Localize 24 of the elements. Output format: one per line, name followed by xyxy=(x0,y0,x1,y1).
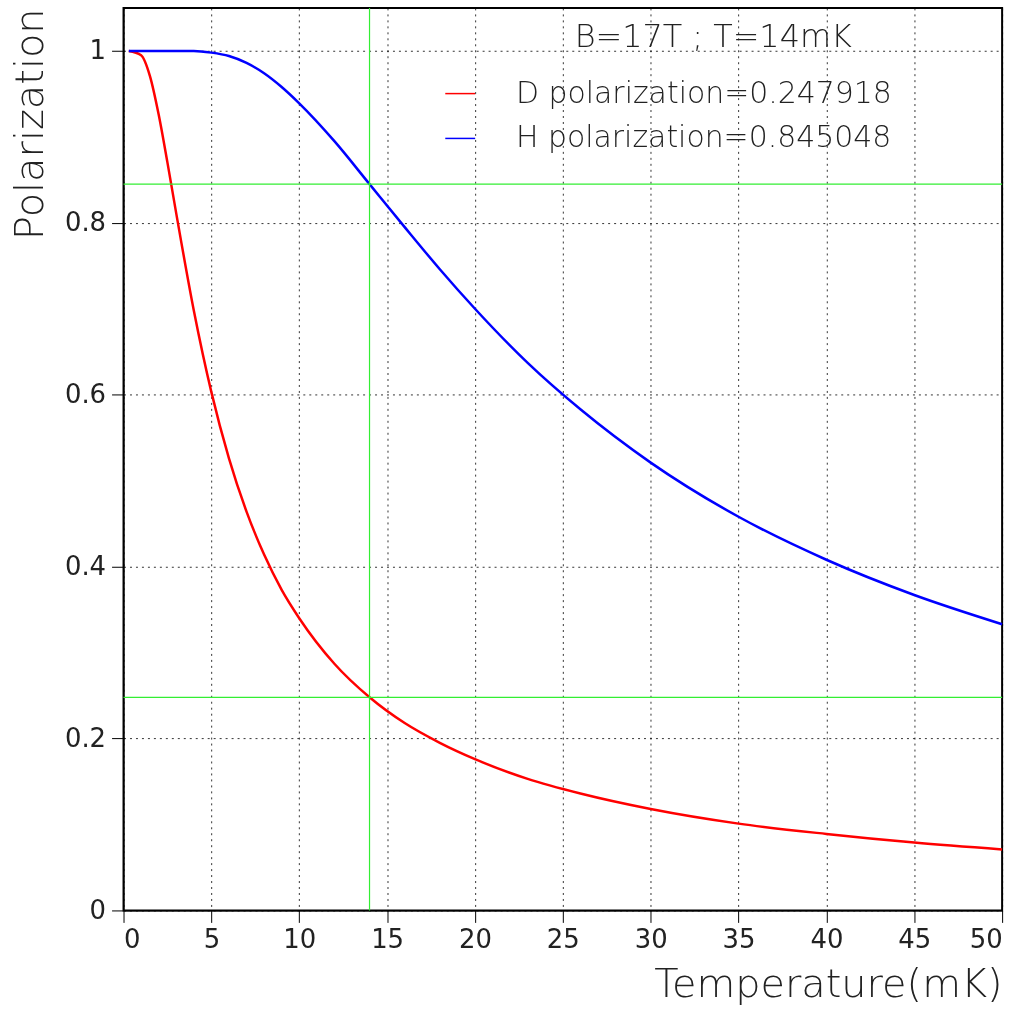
line-series xyxy=(127,49,1004,626)
x-tick-label: 45 xyxy=(898,923,932,954)
x-tick-label: 40 xyxy=(810,923,844,954)
x-tick-label: 5 xyxy=(203,923,221,954)
y-tick-label: 0.6 xyxy=(64,379,107,410)
y-tick-label: 0 xyxy=(89,894,107,925)
x-tick-label: 0 xyxy=(124,923,141,954)
x-tick-label: 20 xyxy=(458,923,492,954)
x-axis-title: Temperature(mK) xyxy=(654,959,1003,1006)
y-tick-label: 0.2 xyxy=(64,722,107,753)
legend-label: D polarization=0.247918 xyxy=(516,74,892,110)
x-tick-label: 50 xyxy=(969,923,1003,954)
y-axis-title: Polarization xyxy=(5,8,52,240)
line-series xyxy=(127,49,1004,851)
y-tick-label: 0.4 xyxy=(64,551,107,582)
x-tick-label: 35 xyxy=(722,923,756,954)
x-tick-label: 15 xyxy=(371,923,405,954)
legend-label: H polarization=0.845048 xyxy=(516,119,892,155)
chart-title: B=17T ; T=14mK xyxy=(574,16,852,55)
x-tick-label: 25 xyxy=(546,923,580,954)
x-tick-label: 10 xyxy=(283,923,317,954)
y-tick-label: 0.8 xyxy=(64,207,107,238)
y-tick-label: 1 xyxy=(89,35,107,66)
x-tick-label: 30 xyxy=(634,923,668,954)
